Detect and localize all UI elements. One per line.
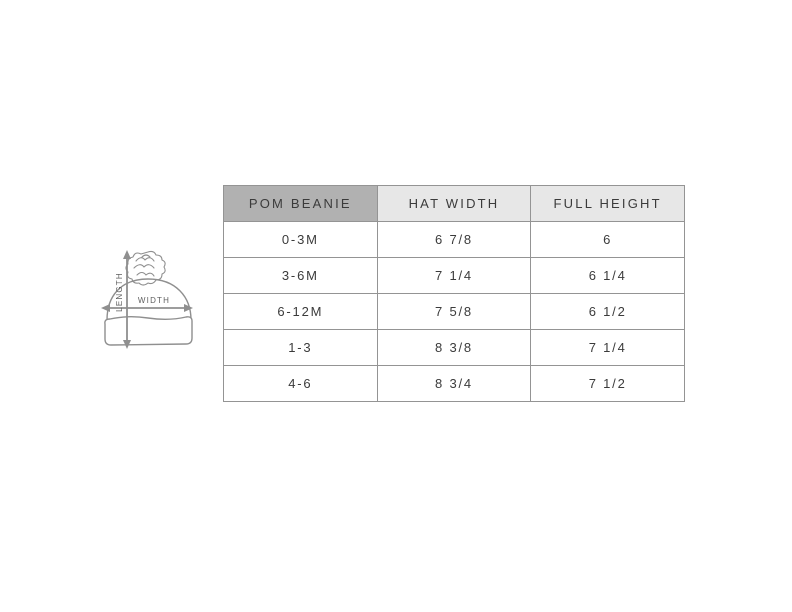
hat-width-cell: 8 3/4 [376, 365, 532, 402]
table-row: 6-12M 7 5/8 6 1/2 [223, 293, 685, 330]
width-label: WIDTH [138, 296, 170, 305]
hat-width-cell: 6 7/8 [376, 221, 532, 258]
table-row: 0-3M 6 7/8 6 [223, 221, 685, 258]
full-height-cell: 6 1/4 [530, 257, 685, 294]
beanie-measurement-diagram: LENGTH WIDTH [101, 250, 193, 349]
pom-pom-icon [125, 250, 166, 286]
table-row: 3-6M 7 1/4 6 1/4 [223, 257, 685, 294]
full-height-cell: 7 1/2 [530, 365, 685, 402]
size-cell: 3-6M [223, 257, 378, 294]
full-height-cell: 6 1/2 [530, 293, 685, 330]
table-row: 4-6 8 3/4 7 1/2 [223, 365, 685, 402]
beanie-dome-outline [106, 278, 192, 321]
beanie-brim-outline [104, 316, 193, 346]
size-cell: 0-3M [223, 221, 378, 258]
size-cell: 4-6 [223, 365, 378, 402]
width-arrow [101, 304, 193, 312]
hat-width-cell: 7 5/8 [376, 293, 532, 330]
size-chart-table: POM BEANIE HAT WIDTH FULL HEIGHT 0-3M 6 … [223, 185, 685, 402]
size-cell: 1-3 [223, 329, 378, 366]
table-row: 1-3 8 3/8 7 1/4 [223, 329, 685, 366]
hat-width-cell: 8 3/8 [376, 329, 532, 366]
size-cell: 6-12M [223, 293, 378, 330]
full-height-cell: 6 [530, 221, 685, 258]
length-arrow [123, 250, 131, 349]
hat-width-cell: 7 1/4 [376, 257, 532, 294]
header-row: POM BEANIE HAT WIDTH FULL HEIGHT [223, 185, 685, 222]
length-label: LENGTH [115, 272, 124, 312]
header-pom-beanie: POM BEANIE [223, 185, 378, 222]
header-full-height: FULL HEIGHT [530, 185, 685, 222]
full-height-cell: 7 1/4 [530, 329, 685, 366]
header-hat-width: HAT WIDTH [376, 185, 532, 222]
